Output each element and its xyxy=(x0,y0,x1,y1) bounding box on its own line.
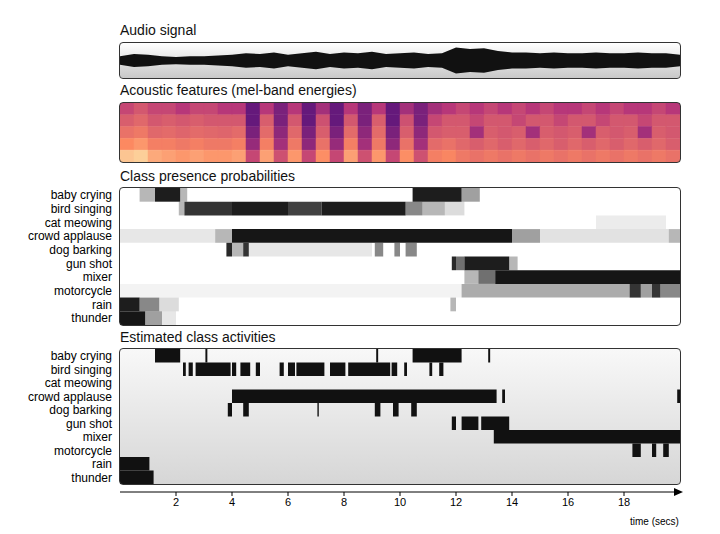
svg-text:8: 8 xyxy=(341,496,347,508)
svg-text:dog barking: dog barking xyxy=(49,243,112,257)
svg-text:gun shot: gun shot xyxy=(66,417,113,431)
svg-text:cat meowing: cat meowing xyxy=(45,376,112,390)
svg-text:motorcycle: motorcycle xyxy=(54,444,112,458)
svg-text:mixer: mixer xyxy=(83,430,112,444)
html-text:Estimated class activities: Estimated class activities xyxy=(120,329,276,345)
svg-text:6: 6 xyxy=(285,496,291,508)
svg-text:dog barking: dog barking xyxy=(49,403,112,417)
html-text:Acoustic features (mel-band en: Acoustic features (mel-band energies) xyxy=(120,82,357,98)
svg-text:16: 16 xyxy=(562,496,574,508)
html-text:Class presence probabilities: Class presence probabilities xyxy=(120,168,296,184)
svg-text:motorcycle: motorcycle xyxy=(54,284,112,298)
svg-text:crowd applause: crowd applause xyxy=(28,229,112,243)
svg-text:thunder: thunder xyxy=(71,311,112,325)
svg-text:10: 10 xyxy=(394,496,406,508)
svg-text:bird singing: bird singing xyxy=(51,363,112,377)
svg-text:bird singing: bird singing xyxy=(51,202,112,216)
svg-text:baby crying: baby crying xyxy=(51,188,112,202)
svg-text:4: 4 xyxy=(229,496,235,508)
svg-text:14: 14 xyxy=(506,496,518,508)
svg-text:cat meowing: cat meowing xyxy=(45,216,112,230)
html-text:Audio signal: Audio signal xyxy=(120,22,197,38)
svg-text:rain: rain xyxy=(92,457,112,471)
svg-text:rain: rain xyxy=(92,298,112,312)
svg-text:baby crying: baby crying xyxy=(51,349,112,363)
svg-text:2: 2 xyxy=(173,496,179,508)
svg-text:thunder: thunder xyxy=(71,471,112,485)
svg-text:crowd applause: crowd applause xyxy=(28,390,112,404)
svg-text:mixer: mixer xyxy=(83,270,112,284)
svg-text:12: 12 xyxy=(450,496,462,508)
svg-text:gun shot: gun shot xyxy=(66,257,113,271)
html-text:time (secs): time (secs) xyxy=(630,516,679,527)
svg-text:18: 18 xyxy=(618,496,630,508)
